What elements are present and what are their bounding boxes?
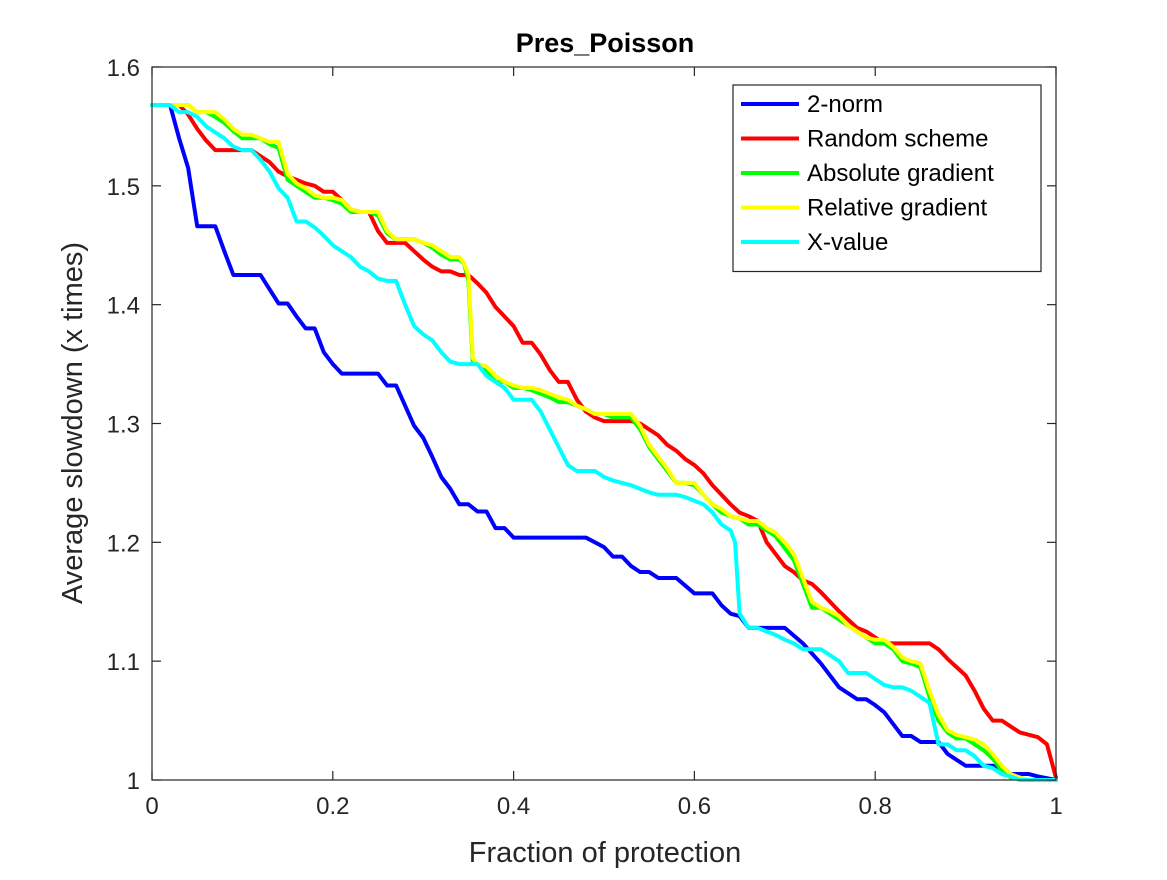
- series-line-relative-gradient: [150, 103, 1058, 782]
- x-tick-label: 0.2: [316, 793, 349, 820]
- y-tick-label: 1.6: [107, 55, 140, 82]
- y-tick-label: 1.1: [107, 649, 140, 676]
- x-axis-label: Fraction of protection: [469, 837, 741, 869]
- y-tick-label: 1.3: [107, 412, 140, 439]
- legend-label: Random scheme: [807, 126, 988, 153]
- x-tick-label: 0: [145, 793, 158, 820]
- legend-label: 2-norm: [807, 91, 883, 118]
- legend-label: Relative gradient: [807, 195, 987, 222]
- plot-series-group: [150, 103, 1058, 782]
- axes: 0 0.2 0.4 0.6 0.8 1 1 1.1 1.2 1.3 1.4 1.5 1.6: [107, 55, 1063, 820]
- series-line-random-scheme: [150, 103, 1058, 780]
- legend: 2-norm Random scheme Absolute gradient Rela…: [732, 84, 1042, 273]
- y-tick-label: 1.4: [107, 293, 140, 320]
- y-tick-label: 1: [127, 768, 140, 795]
- series-line-x-value: [150, 103, 1058, 782]
- y-tick-label: 1.2: [107, 530, 140, 557]
- legend-label: Absolute gradient: [807, 160, 994, 187]
- y-axis-label: Average slowdown (x times): [57, 242, 89, 604]
- x-tick-label: 0.4: [497, 793, 530, 820]
- chart-title: Pres_Poisson: [516, 28, 695, 58]
- y-tick-label: 1.5: [107, 174, 140, 201]
- x-tick-label: 0.8: [859, 793, 892, 820]
- x-tick-label: 0.6: [678, 793, 711, 820]
- x-tick-label: 1: [1049, 793, 1062, 820]
- legend-label: X-value: [807, 229, 888, 256]
- series-line-2-norm: [150, 103, 1058, 782]
